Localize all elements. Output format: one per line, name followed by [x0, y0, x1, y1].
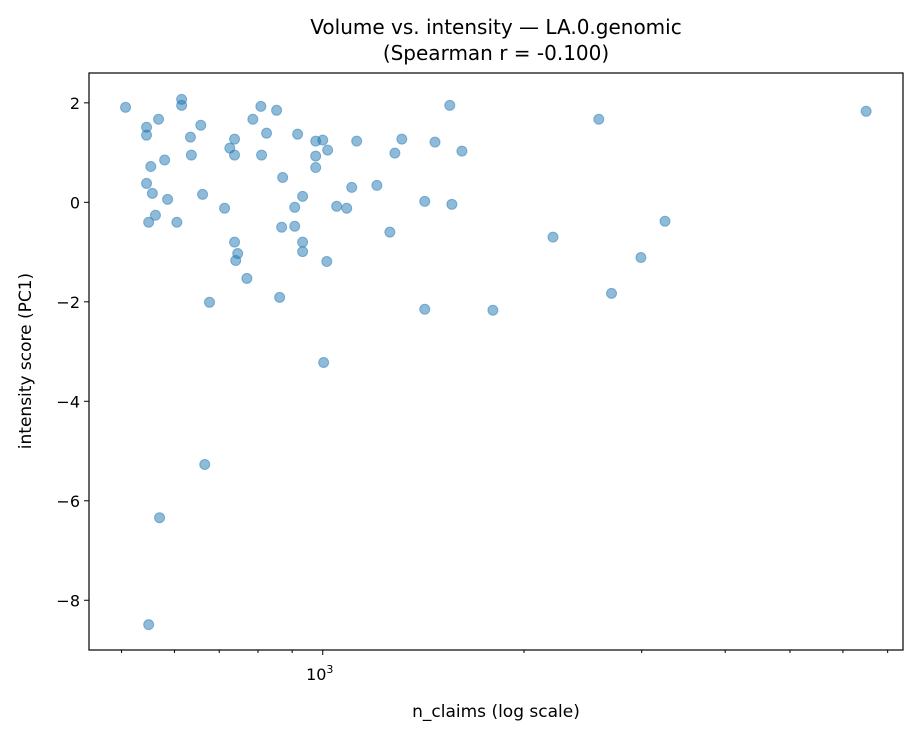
y-tick-label: −6	[56, 492, 80, 511]
data-point	[229, 149, 241, 161]
data-point	[149, 209, 161, 221]
data-point	[346, 181, 358, 193]
data-point	[389, 147, 401, 159]
data-point	[141, 129, 153, 141]
data-point	[171, 216, 183, 228]
data-point	[310, 162, 322, 174]
y-tick-label: 0	[70, 193, 80, 212]
data-point	[146, 187, 158, 199]
y-axis: 2 0 −2 −4 −6 −8	[56, 94, 89, 610]
data-point	[159, 154, 171, 166]
x-axis: 103	[121, 650, 889, 684]
y-tick-label: −4	[56, 392, 80, 411]
data-point	[317, 134, 329, 146]
data-point	[229, 236, 241, 248]
y-tick-label: 2	[70, 94, 80, 113]
data-point	[331, 200, 343, 212]
data-point	[371, 179, 383, 191]
data-point	[241, 272, 253, 284]
data-point	[297, 246, 309, 258]
data-point	[247, 113, 259, 125]
data-point	[429, 136, 441, 148]
x-axis-label: n_claims (log scale)	[412, 702, 580, 722]
data-point	[204, 296, 216, 308]
data-point	[154, 512, 166, 524]
data-point	[143, 619, 155, 631]
data-point	[396, 133, 408, 145]
data-point	[255, 100, 267, 112]
data-point	[659, 215, 671, 227]
chart-subtitle: (Spearman r = -0.100)	[383, 41, 609, 65]
data-point	[185, 149, 197, 161]
data-point	[321, 256, 333, 268]
data-point	[277, 171, 289, 183]
data-point	[256, 149, 268, 161]
data-point	[261, 127, 273, 139]
data-point	[419, 195, 431, 207]
data-point	[176, 99, 188, 111]
data-point	[297, 236, 309, 248]
data-point	[635, 252, 647, 264]
data-point	[162, 193, 174, 205]
data-point	[197, 188, 209, 200]
data-point	[153, 113, 165, 125]
data-point	[860, 105, 872, 117]
data-point	[199, 458, 211, 470]
data-point	[120, 101, 132, 113]
data-point	[274, 291, 286, 303]
data-point	[446, 198, 458, 210]
data-point	[593, 113, 605, 125]
data-point	[318, 356, 330, 368]
data-point	[229, 133, 241, 145]
data-point	[141, 177, 153, 189]
data-point	[297, 190, 309, 202]
data-point	[310, 150, 322, 162]
data-point	[219, 202, 231, 214]
data-point	[289, 201, 301, 213]
data-point	[195, 119, 207, 131]
data-point	[606, 287, 618, 299]
data-point	[184, 131, 196, 143]
data-point	[143, 216, 155, 228]
y-tick-label: −8	[56, 591, 80, 610]
x-tick-label: 103	[306, 663, 333, 684]
data-point	[230, 255, 242, 267]
data-point	[487, 304, 499, 316]
data-point	[351, 135, 363, 147]
data-point	[547, 231, 559, 243]
data-point	[292, 128, 304, 140]
data-point	[271, 104, 283, 116]
y-tick-label: −2	[56, 293, 80, 312]
data-point	[341, 202, 353, 214]
y-axis-label: intensity score (PC1)	[16, 273, 36, 449]
data-point	[384, 226, 396, 238]
data-point	[145, 161, 157, 173]
chart-title: Volume vs. intensity — LA.0.genomic	[310, 15, 681, 39]
points-layer	[120, 93, 872, 631]
data-point	[444, 99, 456, 111]
data-point	[276, 221, 288, 233]
data-point	[456, 145, 468, 157]
data-point	[289, 220, 301, 232]
plot-frame	[88, 72, 904, 651]
data-point	[322, 144, 334, 156]
data-point	[419, 303, 431, 315]
